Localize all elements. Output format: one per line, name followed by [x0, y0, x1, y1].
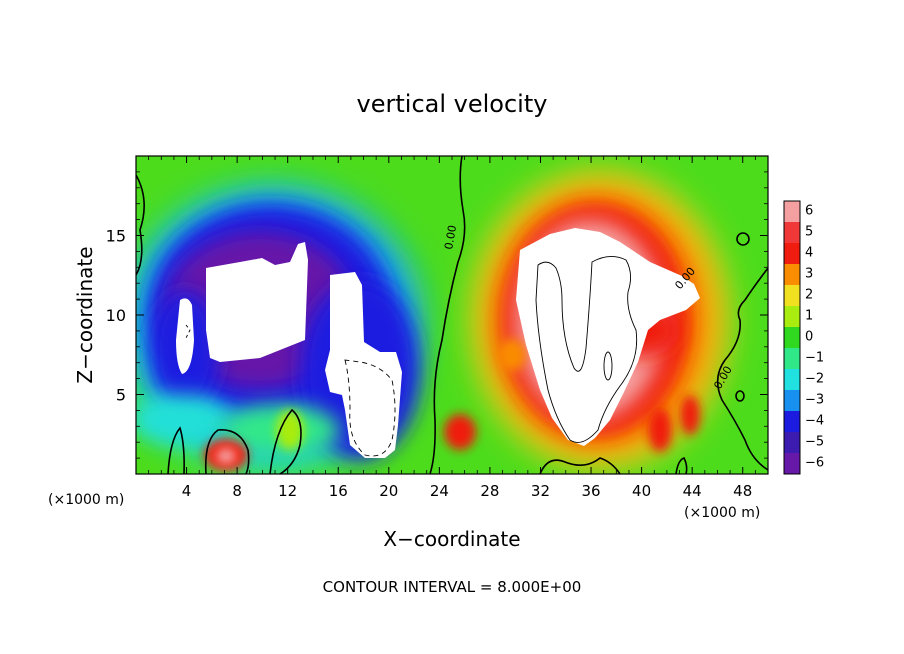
contour-label: 0.00 [442, 224, 459, 250]
colorbar-label: 6 [805, 203, 813, 218]
x-tick-label: 32 [531, 482, 550, 500]
x-tick-label: 36 [581, 482, 600, 500]
colorbar-swatch [784, 390, 800, 412]
x-unit-label-right: (×1000 m) [684, 505, 760, 521]
colorbar-label: −2 [805, 371, 824, 386]
colorbar-swatch [784, 432, 800, 454]
contour-lines [136, 156, 768, 474]
colorbar-label: −3 [805, 392, 824, 407]
colorbar-label: −5 [805, 434, 824, 449]
colorbar-swatch [784, 327, 800, 349]
zero-contour-center [429, 156, 466, 474]
x-tick-label: 12 [278, 482, 297, 500]
y-tick-label: 15 [106, 227, 126, 246]
zero-contour-lower-left-2 [204, 429, 250, 474]
colorbar-swatch [784, 285, 800, 307]
zero-contour-left-edge [136, 174, 145, 276]
x-tick-label: 8 [232, 482, 242, 500]
colorbar-swatch [784, 453, 800, 475]
zero-contour-bubble-b [735, 390, 745, 402]
x-tick-label: 28 [480, 482, 499, 500]
x-tick-label: 24 [430, 482, 449, 500]
colorbar-swatch [784, 411, 800, 433]
zero-contour-lower-mid [269, 408, 302, 474]
x-unit-label-left: (×1000 m) [48, 492, 124, 508]
colorbar-swatch [784, 201, 800, 223]
colorbar-swatch [784, 264, 800, 286]
x-tick-label: 44 [683, 482, 702, 500]
zero-contour-base-right [539, 457, 621, 474]
colorbar: 6 5 4 3 2 1 0 −1 −2 −3 −4 −5 −6 [783, 200, 824, 475]
x-axis: 4 8 12 16 20 24 28 32 36 40 44 48 [148, 156, 756, 500]
x-tick-label: 4 [182, 482, 192, 500]
y-axis: 5 10 15 [106, 171, 768, 459]
zero-contour-bubble-a [736, 232, 750, 246]
zero-contour-right [716, 267, 768, 471]
zero-contour-lower-left [167, 426, 185, 474]
white-patch-updraft [516, 228, 700, 446]
core-contours [185, 256, 638, 457]
colorbar-label: −1 [805, 350, 824, 365]
white-patch-left-large [206, 242, 308, 362]
colorbar-label: −4 [805, 413, 824, 428]
colorbar-label: −6 [805, 455, 824, 470]
colorbar-label: 0 [805, 329, 813, 344]
y-tick-label: 10 [106, 306, 126, 325]
colorbar-label: 1 [805, 308, 813, 323]
white-patch-center [325, 272, 402, 458]
heatmap-field: 0.00 0.00 0.00 [136, 156, 768, 474]
colorbar-label: 3 [805, 266, 813, 281]
white-patch-left-small [176, 298, 194, 374]
x-axis-title: X−coordinate [383, 527, 520, 551]
y-axis-title: Z−coordinate [73, 246, 97, 383]
updraft-core-contour [535, 256, 638, 443]
colorbar-swatch [784, 243, 800, 265]
downdraft-core-contour [344, 359, 396, 457]
x-tick-label: 48 [733, 482, 752, 500]
x-tick-label: 40 [632, 482, 651, 500]
contour-interval-note: CONTOUR INTERVAL = 8.000E+00 [323, 578, 582, 596]
colorbar-swatch [784, 222, 800, 244]
colorbar-label: 4 [805, 245, 813, 260]
chart-title: vertical velocity [357, 90, 548, 118]
colorbar-label: 5 [805, 224, 813, 239]
downdraft-core-tick [185, 324, 191, 339]
x-tick-label: 20 [379, 482, 398, 500]
colorbar-swatch [784, 306, 800, 328]
zero-contour-base-small [675, 457, 688, 474]
saturated-areas [176, 228, 700, 458]
updraft-core-inner [603, 351, 613, 381]
x-tick-label: 16 [329, 482, 348, 500]
y-tick-label: 5 [116, 386, 126, 405]
colorbar-swatch [784, 369, 800, 391]
colorbar-swatch [784, 348, 800, 370]
colorbar-label: 2 [805, 287, 813, 302]
colorbar-frame [783, 200, 801, 475]
